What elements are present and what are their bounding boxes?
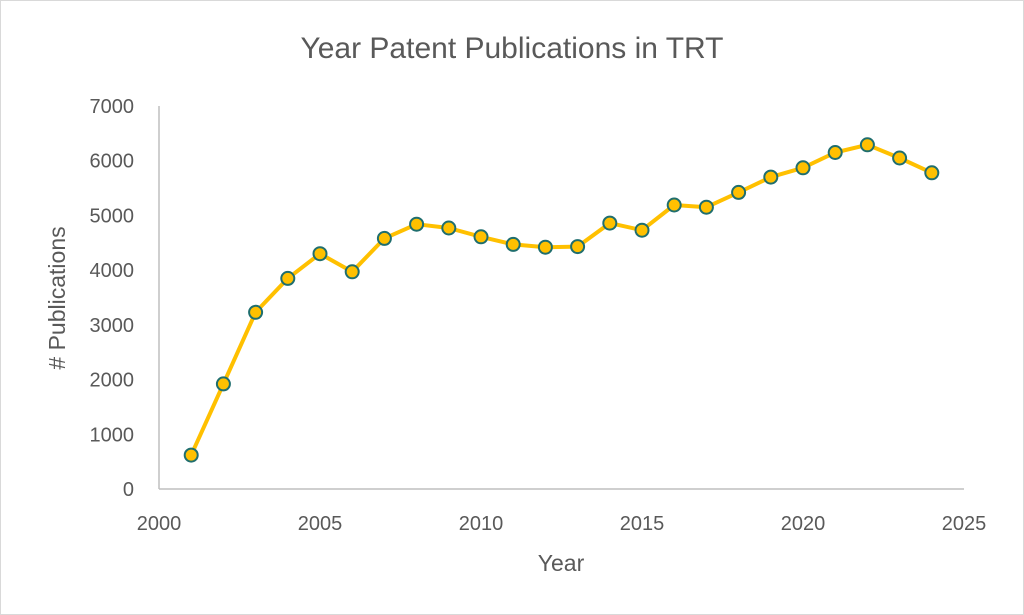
y-axis-title: # Publications bbox=[44, 226, 70, 369]
data-point bbox=[570, 239, 586, 255]
x-tick-label: 2015 bbox=[620, 513, 665, 535]
data-point bbox=[312, 246, 328, 262]
data-point bbox=[537, 239, 553, 255]
y-tick-label: 1000 bbox=[90, 424, 135, 446]
data-point bbox=[666, 197, 682, 213]
data-point bbox=[215, 376, 231, 392]
data-point bbox=[924, 165, 940, 181]
x-tick-label: 2025 bbox=[942, 513, 987, 535]
data-point bbox=[698, 199, 714, 215]
y-tick-label: 0 bbox=[123, 479, 134, 501]
data-point bbox=[731, 184, 747, 200]
data-point bbox=[602, 215, 618, 231]
data-point bbox=[344, 264, 360, 280]
data-point bbox=[248, 304, 264, 320]
y-tick-label: 2000 bbox=[90, 370, 135, 392]
data-point bbox=[763, 169, 779, 185]
y-tick-label: 7000 bbox=[90, 96, 135, 118]
x-axis-title: Year bbox=[538, 550, 585, 576]
series-line bbox=[189, 142, 933, 456]
y-tick-label: 6000 bbox=[90, 151, 135, 173]
data-point bbox=[892, 150, 908, 166]
data-point bbox=[409, 216, 425, 232]
y-tick-label: 3000 bbox=[90, 315, 135, 337]
axes bbox=[158, 106, 964, 490]
data-point bbox=[183, 447, 199, 463]
chart-title: Year Patent Publications in TRT bbox=[300, 32, 723, 65]
data-point bbox=[634, 222, 650, 238]
data-point bbox=[505, 236, 521, 252]
data-point bbox=[376, 230, 392, 246]
x-tick-label: 2020 bbox=[781, 513, 826, 535]
data-point bbox=[859, 137, 875, 153]
data-point bbox=[473, 229, 489, 245]
data-point bbox=[441, 220, 457, 236]
data-points bbox=[183, 137, 940, 463]
y-tick-label: 5000 bbox=[90, 205, 135, 227]
data-point bbox=[795, 160, 811, 176]
x-tick-labels: 2000 2005 2010 2015 2020 2025 bbox=[137, 513, 987, 535]
y-tick-labels: 0 1000 2000 3000 4000 5000 6000 7000 bbox=[90, 96, 135, 501]
data-point bbox=[280, 270, 296, 286]
data-point bbox=[827, 145, 843, 160]
x-tick-label: 2000 bbox=[137, 513, 182, 535]
x-tick-label: 2005 bbox=[298, 513, 343, 535]
x-tick-label: 2010 bbox=[459, 513, 504, 535]
y-tick-label: 4000 bbox=[90, 260, 135, 282]
